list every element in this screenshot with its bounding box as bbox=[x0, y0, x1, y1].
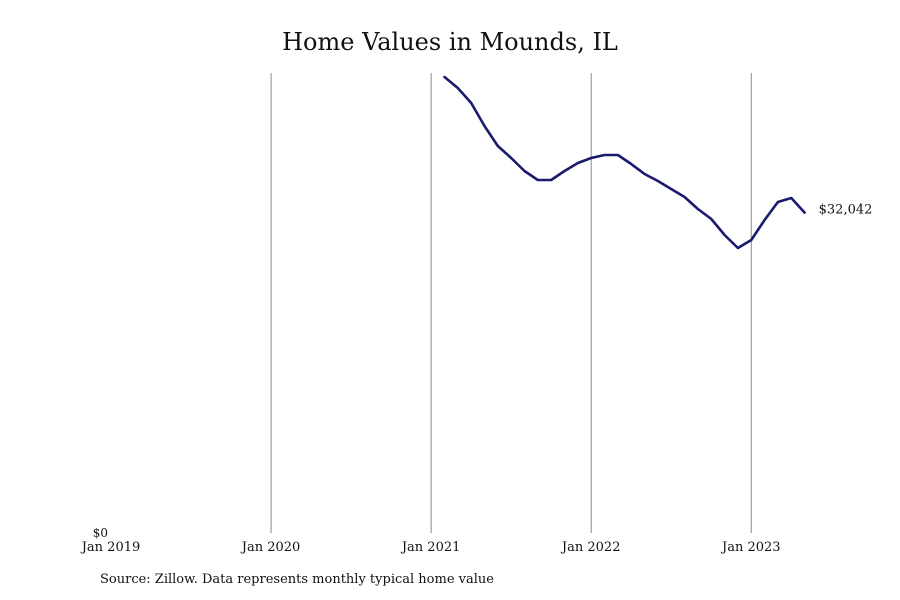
gridlines bbox=[270, 73, 752, 533]
end-value-label: $32,042 bbox=[819, 203, 873, 218]
x-tick-label: Jan 2020 bbox=[240, 540, 301, 555]
axis-ticks: Jan 2019 Jan 2020 Jan 2021 Jan 2022 Jan 2023… bbox=[80, 526, 781, 555]
source-note: Source: Zillow. Data represents monthly … bbox=[100, 572, 494, 587]
series-layer bbox=[443, 75, 806, 250]
x-tick-label: Jan 2023 bbox=[720, 540, 781, 555]
y-tick-label: $0 bbox=[93, 526, 108, 540]
series-line bbox=[443, 75, 806, 250]
x-tick-label: Jan 2019 bbox=[80, 540, 141, 555]
data-labels: $32,042 bbox=[819, 203, 873, 218]
x-tick-label: Jan 2021 bbox=[400, 540, 461, 555]
x-tick-label: Jan 2022 bbox=[560, 540, 621, 555]
chart-title: Home Values in Mounds, IL bbox=[282, 28, 618, 56]
